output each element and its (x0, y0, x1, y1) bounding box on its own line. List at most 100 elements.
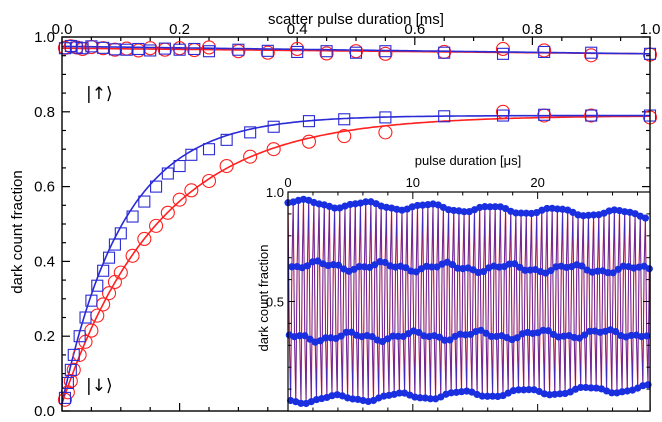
data-point-square (320, 45, 333, 58)
data-point-circle (84, 323, 99, 338)
inset-data-point (511, 260, 519, 268)
x-tick-label: 0.4 (287, 21, 308, 38)
inset-data-point (460, 208, 468, 216)
data-point-square (438, 46, 451, 59)
data-point-circle (337, 129, 352, 144)
inset-data-point (349, 395, 357, 403)
inset-data-point (526, 266, 534, 274)
data-point-square (132, 42, 145, 56)
inset-data-point (337, 332, 345, 340)
data-point-circle (319, 46, 334, 61)
x-tick-label: 0.2 (169, 21, 190, 38)
x-tick-label: 1.0 (640, 21, 661, 38)
data-point-square (188, 42, 201, 56)
inset-data-point (482, 329, 490, 337)
inset-data-point (586, 327, 594, 335)
inset-data-point (505, 260, 514, 268)
data-point-square (73, 330, 86, 343)
data-point-circle (584, 48, 599, 63)
inset-data-point (483, 392, 492, 400)
data-point-square (97, 264, 110, 277)
data-point-circle (260, 45, 275, 60)
data-point-square (496, 109, 510, 122)
inset-data-point (580, 331, 589, 339)
inset-data-point (575, 334, 583, 342)
inset-data-point (301, 332, 309, 340)
y-tick-label: 0.4 (34, 253, 55, 270)
inset-data-point (448, 261, 457, 269)
data-point-square (379, 111, 392, 124)
y-tick-label: 0.2 (34, 328, 55, 345)
y-tick-label: 1.0 (34, 29, 55, 46)
inset-data-point (641, 214, 650, 222)
data-point-square (138, 195, 151, 208)
data-point-circle (57, 392, 72, 407)
inset-x-tick-label: 20 (530, 175, 544, 190)
data-point-circle (63, 374, 78, 389)
data-point-circle (101, 286, 117, 301)
data-point-circle (584, 108, 599, 123)
inset-data-point (481, 203, 489, 211)
data-point-square (97, 41, 110, 54)
inset-data-point (514, 386, 523, 394)
data-point-square (261, 44, 274, 57)
inset-data-point (539, 326, 547, 334)
data-point-square (85, 294, 98, 307)
inset-data-point (362, 198, 370, 206)
inset-data-point (489, 392, 497, 400)
inset-data-point (609, 269, 617, 277)
inset-data-point (491, 203, 499, 211)
inset-data-point (512, 209, 520, 217)
spin-up-annotation: |↑⟩ (86, 84, 113, 104)
data-point-square (58, 391, 71, 404)
data-point-square (144, 44, 157, 57)
inset-data-point (303, 262, 312, 270)
inset-data-point (355, 263, 363, 271)
data-point-circle (201, 173, 217, 189)
inset-data-point (479, 267, 488, 276)
inset-data-point (612, 328, 620, 336)
inset-data-point (513, 334, 521, 342)
inset-data-point (415, 328, 423, 337)
data-point-circle (495, 41, 511, 57)
data-point-square (158, 42, 171, 55)
inset-data-point (522, 209, 530, 217)
data-point-square (496, 47, 510, 60)
inset-data-point (551, 390, 559, 398)
inset-y-axis-title: dark count fraction (256, 245, 271, 352)
inset-data-point (593, 267, 602, 275)
inset-data-point (413, 201, 422, 210)
data-point-circle (125, 248, 140, 263)
data-point-square (173, 159, 186, 173)
y-tick-label: 0.6 (34, 179, 55, 196)
inset-data-point (517, 209, 525, 217)
data-point-square (585, 109, 598, 122)
x-tick-label: 0.6 (404, 21, 425, 38)
data-point-square (173, 43, 186, 56)
inset-plot: 0 10 20 1.0 0.5 (266, 175, 653, 412)
data-point-square (150, 180, 163, 193)
inset-data-point (389, 332, 397, 340)
inset-data-point (577, 383, 585, 392)
data-point-circle (107, 42, 122, 57)
data-point-square (302, 115, 316, 128)
fit-curve (61, 114, 650, 404)
inset-data-point (547, 267, 555, 275)
inset-data-point (321, 334, 330, 342)
data-point-square (379, 45, 392, 58)
y-tick-label: 0.8 (34, 104, 55, 121)
inset-data-point (627, 331, 635, 340)
data-point-square (232, 43, 245, 56)
data-point-square (291, 45, 304, 59)
inset-data-point (461, 331, 470, 339)
inset-data-point (546, 391, 554, 399)
data-point-square (120, 43, 133, 56)
data-point-circle (66, 362, 81, 377)
inset-data-point (553, 205, 561, 213)
data-point-square (114, 227, 127, 240)
y-tick-label: 0.0 (34, 403, 55, 420)
data-point-circle (290, 41, 305, 57)
data-point-square (338, 113, 351, 126)
x-axis-title: scatter pulse duration [ms] (268, 11, 444, 28)
